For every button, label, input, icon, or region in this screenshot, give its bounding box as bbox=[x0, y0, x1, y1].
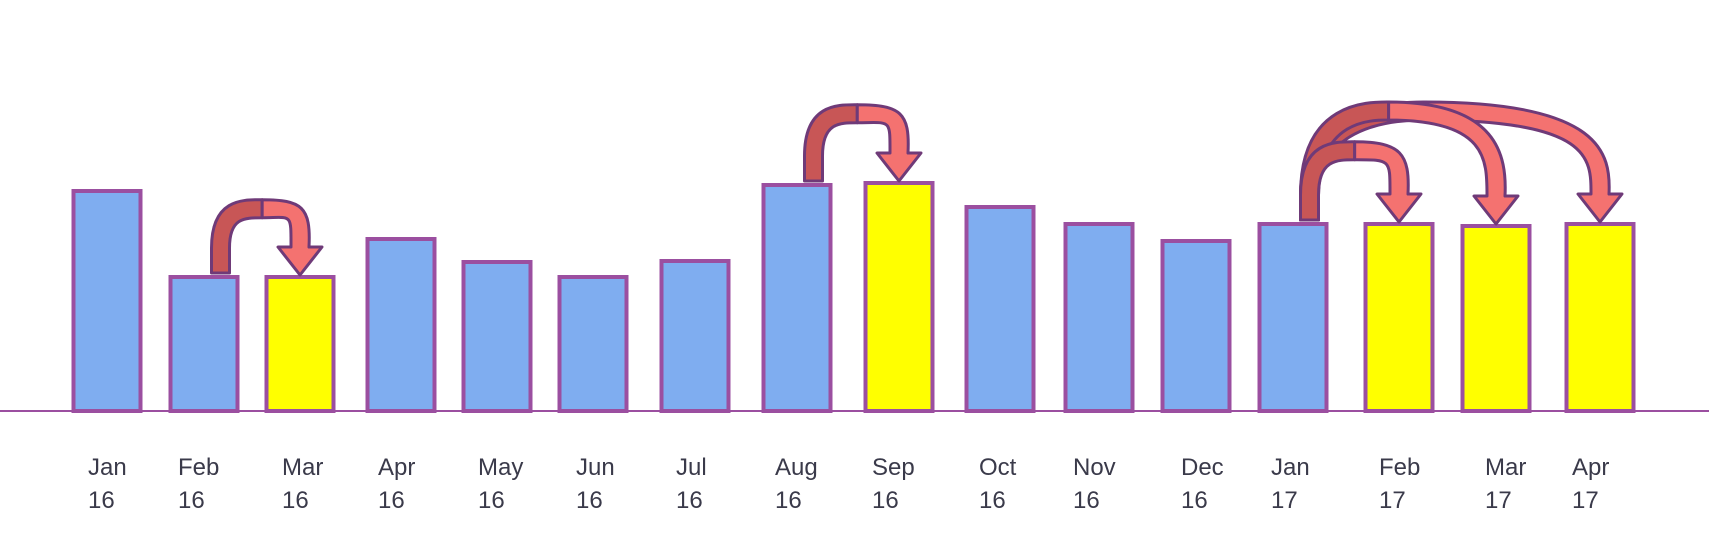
bar-dec-16 bbox=[1160, 239, 1232, 413]
bars-group bbox=[71, 181, 1636, 413]
bar-sep-16 bbox=[863, 181, 935, 413]
arrow-front-band bbox=[1423, 100, 1624, 224]
bar-feb-17 bbox=[1363, 222, 1435, 413]
x-tick-label: Mar 17 bbox=[1485, 454, 1526, 514]
bar-apr-16 bbox=[365, 237, 437, 413]
x-tick-label: Apr 17 bbox=[1572, 454, 1609, 514]
bar-mar-16 bbox=[264, 275, 336, 413]
curved-arrow-0 bbox=[210, 198, 324, 277]
curved-arrow-1 bbox=[803, 103, 923, 183]
bar-nov-16 bbox=[1063, 222, 1135, 413]
x-tick-label: Feb 17 bbox=[1379, 454, 1420, 514]
arrow-rear-band bbox=[803, 103, 859, 183]
bar-jan-17 bbox=[1257, 222, 1329, 413]
x-tick-label: Mar 16 bbox=[282, 454, 323, 514]
arrow-front-band bbox=[855, 103, 923, 183]
bar-aug-16 bbox=[761, 183, 833, 413]
bar-jan-16 bbox=[71, 189, 143, 413]
x-tick-label: Oct 16 bbox=[979, 454, 1017, 514]
x-tick-labels: Jan 16 Feb 16 Mar 16 Apr 16 May 16 Jun 16 Jul 16 Aug 16… bbox=[88, 454, 1609, 514]
x-tick-label: Aug 16 bbox=[775, 454, 818, 514]
bar-oct-16 bbox=[964, 205, 1036, 413]
x-tick-label: Jan 17 bbox=[1271, 454, 1310, 514]
x-tick-label: Apr 16 bbox=[378, 454, 415, 514]
bar-jul-16 bbox=[659, 259, 731, 413]
x-tick-label: Jul 16 bbox=[676, 454, 707, 514]
bar-apr-17 bbox=[1564, 222, 1636, 413]
x-tick-label: Jan 16 bbox=[88, 454, 127, 514]
x-tick-label: Dec 16 bbox=[1181, 454, 1224, 514]
arrows-group bbox=[210, 100, 1624, 277]
x-tick-label: Sep 16 bbox=[872, 454, 915, 514]
arrow-front-band bbox=[1387, 100, 1520, 226]
bar-mar-17 bbox=[1460, 224, 1532, 413]
x-tick-label: Feb 16 bbox=[178, 454, 219, 514]
arrow-front-band bbox=[1353, 140, 1423, 224]
arrow-rear-band bbox=[210, 198, 264, 275]
x-tick-label: Jun 16 bbox=[576, 454, 615, 514]
bar-may-16 bbox=[461, 260, 533, 413]
arrow-front-band bbox=[260, 198, 324, 277]
bar-jun-16 bbox=[557, 275, 629, 413]
x-tick-label: Nov 16 bbox=[1073, 454, 1116, 514]
curved-arrow-2 bbox=[1299, 140, 1423, 224]
bar-feb-16 bbox=[168, 275, 240, 413]
x-tick-label: May 16 bbox=[478, 454, 523, 514]
